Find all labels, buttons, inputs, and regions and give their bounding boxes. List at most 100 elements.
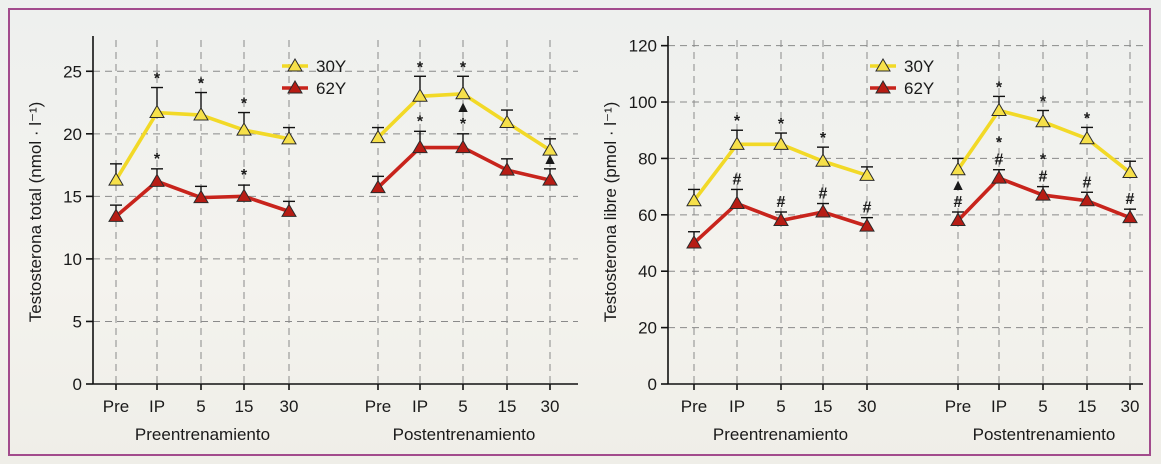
significance-marker: * [734,113,741,130]
significance-marker: # [819,186,828,203]
data-point [412,139,428,154]
significance-marker: # [777,194,786,211]
series-line [114,110,290,182]
legend-label: 62Y [904,79,934,98]
group-label: Preentrenamiento [135,425,270,444]
significance-marker: * [154,71,161,88]
legend-label: 62Y [316,79,346,98]
significance-marker: * [778,116,785,133]
significance-marker: * [460,59,467,76]
significance-marker: * [996,79,1003,96]
data-point [859,218,875,232]
data-point [686,235,702,249]
data-point [281,203,297,217]
significance-marker: * [154,151,161,168]
y-tick-label: 15 [63,187,82,206]
significance-marker: * [241,96,248,113]
data-point [370,129,386,144]
significance-marker: ▲ [542,151,558,168]
significance-marker: * [417,59,424,76]
x-tick-label: Pre [365,397,391,416]
data-point [108,172,124,186]
significance-marker: # [1126,191,1135,208]
x-tick-label: 30 [280,397,299,416]
x-tick-label: Pre [681,397,707,416]
significance-marker: # [1083,174,1092,191]
data-point [950,212,966,226]
data-point [729,195,745,210]
y-tick-label: 25 [63,62,82,81]
x-tick-label: 15 [235,397,254,416]
x-tick-label: 5 [776,397,785,416]
data-point [542,142,558,156]
significance-marker: * [820,130,827,147]
y-axis-title: Testosterona libre (pmol · l⁻¹) [601,102,620,323]
data-point [729,136,745,150]
data-point [991,102,1007,116]
y-tick-label: 10 [63,250,82,269]
data-point [773,212,789,226]
chart-2: 0 20 40 60 80 100 120 Pre IP 5 15 30 Preentrenamient… [601,36,1143,444]
x-tick-label: 15 [1078,397,1097,416]
significance-marker: * [996,135,1003,152]
x-tick-label: IP [149,397,165,416]
data-point [412,88,428,102]
y-tick-label: 0 [648,375,657,394]
series-line [376,145,551,189]
series-62Y [686,169,1138,249]
data-point [108,208,124,222]
data-point [686,192,702,207]
group-label: Postentrenamiento [393,425,536,444]
x-tick-label: IP [412,397,428,416]
data-point [281,130,297,145]
x-tick-label: 5 [458,397,467,416]
data-point [455,85,471,100]
data-point [499,114,515,129]
x-tick-label: IP [991,397,1007,416]
data-point [1035,187,1051,201]
data-point [193,189,209,204]
group-label: Postentrenamiento [973,425,1116,444]
y-tick-label: 40 [638,262,657,281]
significance-marker: ▲ [455,99,471,116]
data-point [815,204,831,218]
data-point [236,188,252,202]
x-tick-label: Pre [945,397,971,416]
legend-marker [875,80,891,94]
data-point [370,179,386,194]
data-point [455,139,471,154]
significance-marker: * [241,167,248,184]
y-tick-label: 20 [63,125,82,144]
x-tick-label: 5 [1038,397,1047,416]
significance-marker: # [995,152,1004,169]
significance-marker: * [460,116,467,133]
significance-marker: * [1040,93,1047,110]
legend-label: 30Y [316,57,346,76]
data-point [236,122,252,136]
series-30Y [108,75,558,186]
y-tick-label: 60 [638,206,657,225]
x-tick-label: Pre [103,397,129,416]
legend-marker [287,58,303,72]
significance-marker: * [1084,110,1091,127]
significance-marker: ▲ [950,177,966,194]
data-point [859,167,875,181]
legend-label: 30Y [904,57,934,76]
significance-marker: # [1039,169,1048,186]
x-tick-label: 30 [541,397,560,416]
data-point [1035,113,1051,128]
y-tick-label: 5 [73,312,82,331]
significance-marker: * [417,113,424,130]
data-point [193,107,209,121]
data-point [499,162,515,176]
legend-marker [287,80,303,94]
data-point [991,170,1007,184]
data-point [1122,164,1138,179]
y-tick-label: 0 [73,375,82,394]
significance-marker: * [1040,152,1047,169]
data-point [1079,130,1095,145]
